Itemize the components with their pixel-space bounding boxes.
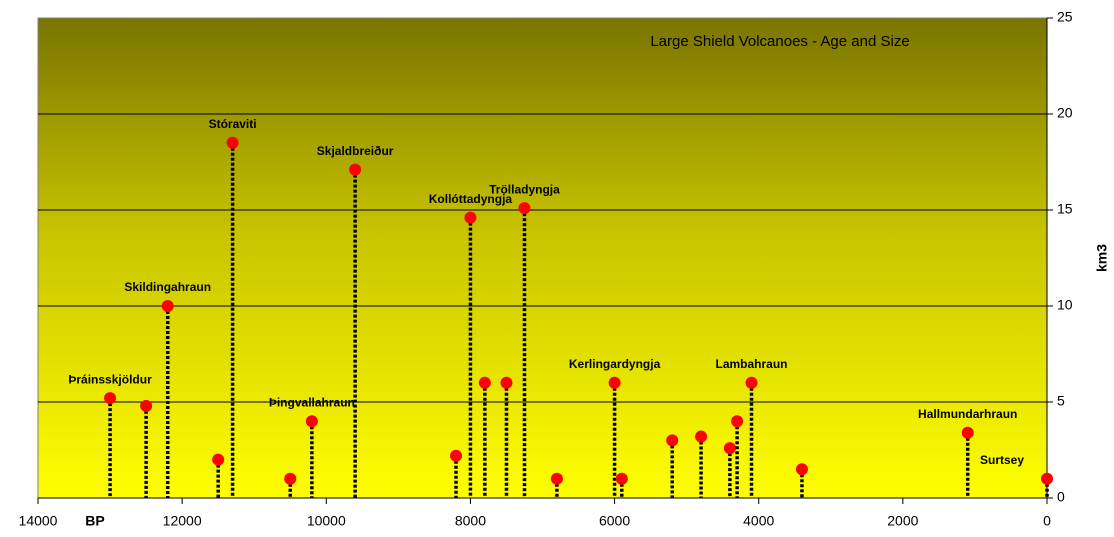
point-label: Trölladyngja [489,182,560,196]
point [140,399,153,412]
point [961,426,974,439]
y-tick-label: 10 [1057,297,1073,313]
point-label: Skildingahraun [124,280,211,294]
point [284,472,297,485]
y-tick-label: 25 [1057,9,1073,25]
point [518,202,531,215]
y-tick-label: 0 [1057,489,1065,505]
point [666,434,679,447]
x-tick-label: 2000 [887,513,918,529]
point [550,472,563,485]
point [464,211,477,224]
point [161,300,174,312]
point [500,376,513,389]
x-axis-label: BP [85,513,104,529]
point [723,442,736,455]
x-tick-label: 10000 [307,513,346,529]
point [745,376,758,389]
x-tick-label: 0 [1043,513,1051,529]
point-label: Þráinsskjöldur [68,372,152,386]
point-label: Kollóttadyngja [429,192,513,206]
x-tick-label: 8000 [455,513,486,529]
x-tick-label: 14000 [19,513,58,529]
point-label: Skjaldbreiður [317,144,394,158]
x-tick-label: 12000 [163,513,202,529]
y-tick-label: 20 [1057,105,1073,121]
point-label: Þingvallahraun [269,395,355,409]
y-tick-label: 15 [1057,201,1073,217]
x-tick-label: 6000 [599,513,630,529]
point [450,449,463,462]
point [226,136,239,149]
point [795,463,808,476]
point [212,453,225,466]
point [615,472,628,485]
point [478,376,491,389]
chart-title: Large Shield Volcanoes - Age and Size [650,33,909,50]
point [1041,472,1053,485]
point [608,376,621,389]
point [305,415,318,428]
point [349,163,362,176]
plot-area [37,17,1048,499]
point [731,415,744,428]
point [104,392,117,405]
x-tick-label: 4000 [743,513,774,529]
point-label: Lambahraun [715,357,787,371]
point [695,430,708,443]
point-label: Stóraviti [209,117,257,131]
y-axis-label: km3 [1094,244,1110,272]
y-tick-label: 5 [1057,393,1065,409]
point-label: Kerlingardyngja [569,357,661,371]
point-label: Surtsey [980,453,1024,467]
point-label: Hallmundarhraun [918,407,1017,421]
